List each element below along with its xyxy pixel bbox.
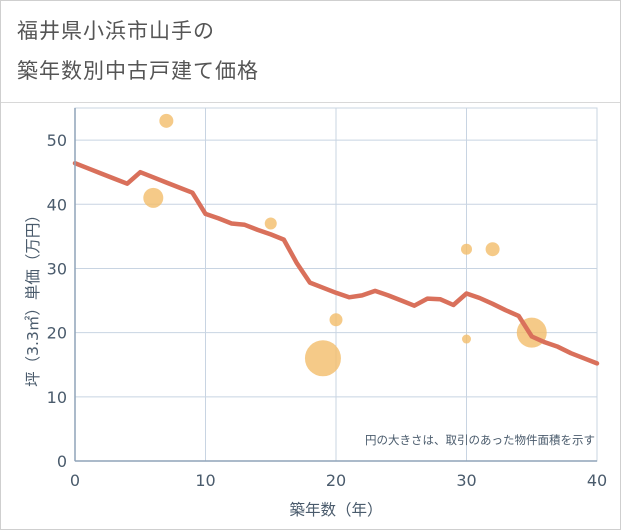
bubble-layer <box>143 113 547 377</box>
bubble-point <box>329 313 343 327</box>
chart-title-line1: 福井県小浜市山手の <box>17 19 215 43</box>
bubble-point <box>304 340 341 377</box>
bubble-point <box>485 242 500 257</box>
x-tick-label: 30 <box>456 471 476 490</box>
y-axis-title: 坪（3.3㎡）単価（万円） <box>24 207 42 387</box>
x-tick-label: 10 <box>195 471 215 490</box>
bubble-point <box>461 243 472 255</box>
x-tick-label: 40 <box>587 471 607 490</box>
bubble-point <box>462 334 471 344</box>
y-tick-label: 50 <box>47 131 67 150</box>
axis-layer: 0 10 20 30 40 0 10 20 30 40 50 <box>47 108 607 490</box>
x-tick-label: 0 <box>70 471 80 490</box>
y-tick-label: 20 <box>47 324 67 343</box>
bubble-size-note: 円の大きさは、取引のあった物件面積を示す <box>365 433 595 447</box>
grid-layer <box>74 107 598 462</box>
title-divider <box>1 102 620 103</box>
y-tick-label: 0 <box>57 452 67 471</box>
bubble-point <box>159 113 174 128</box>
x-axis-title: 築年数（年） <box>289 501 382 519</box>
bubble-point <box>264 217 277 230</box>
chart-title-line2: 築年数別中古戸建て価格 <box>17 59 259 83</box>
line-layer <box>72 160 600 366</box>
y-tick-label: 30 <box>47 259 67 278</box>
x-tick-label: 20 <box>326 471 346 490</box>
y-tick-label: 40 <box>47 195 67 214</box>
bubble-point <box>143 187 164 208</box>
trend-line <box>72 160 600 366</box>
y-tick-label: 10 <box>47 388 67 407</box>
